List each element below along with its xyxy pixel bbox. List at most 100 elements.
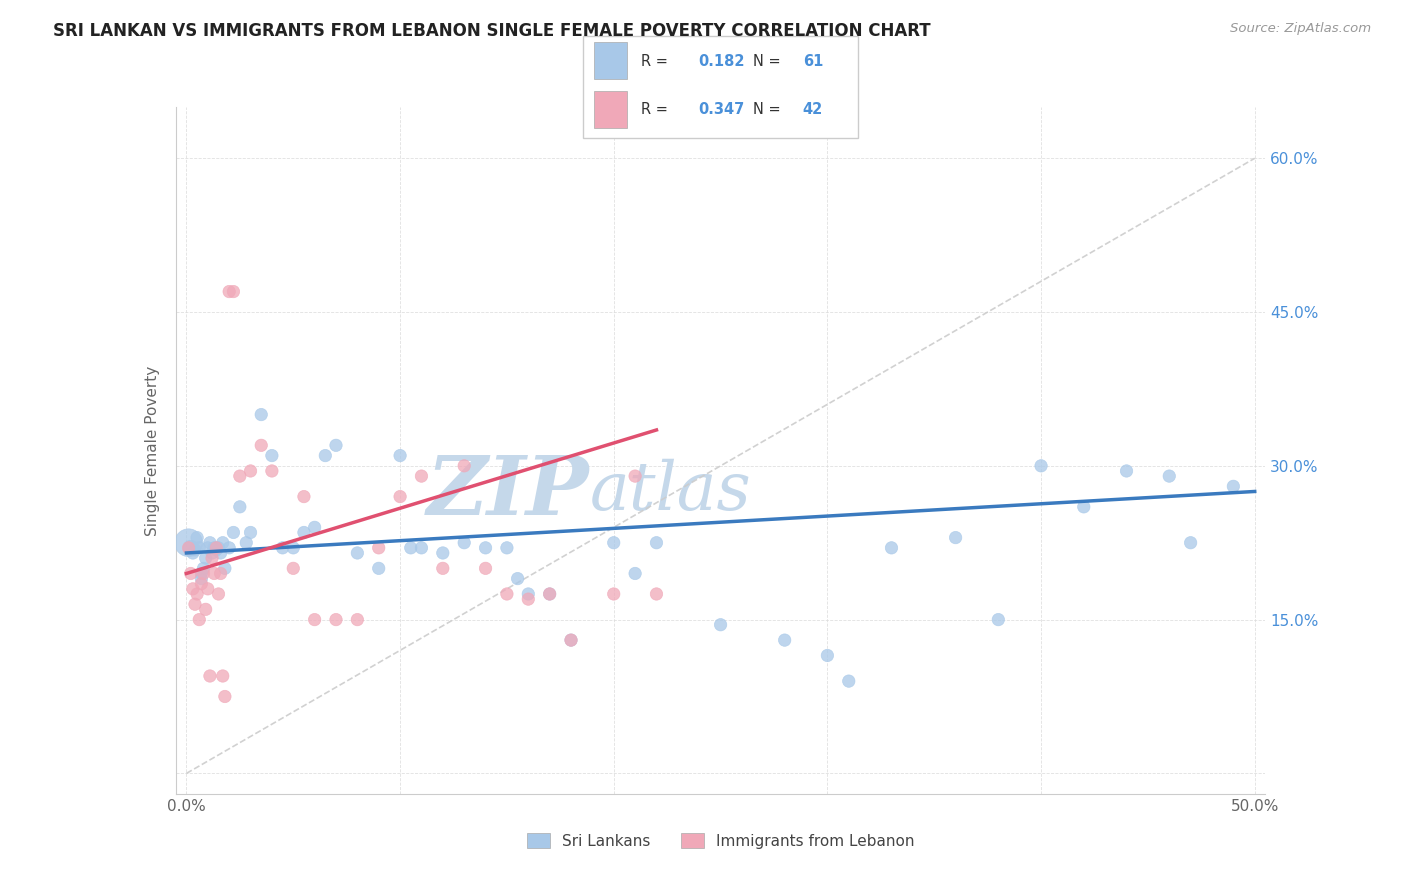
Point xyxy=(184,542,207,557)
Point xyxy=(283,541,305,555)
Point xyxy=(180,566,202,581)
Point xyxy=(346,613,368,627)
FancyBboxPatch shape xyxy=(583,36,858,138)
Text: N =: N = xyxy=(754,54,786,69)
Point xyxy=(214,561,236,575)
Point xyxy=(945,531,967,545)
Point xyxy=(517,592,540,607)
Point xyxy=(1115,464,1137,478)
Point xyxy=(645,587,668,601)
Point xyxy=(190,566,212,581)
Point xyxy=(250,438,273,452)
Point xyxy=(260,449,283,463)
Point xyxy=(271,541,294,555)
Point xyxy=(773,633,796,648)
Point xyxy=(496,587,519,601)
Point xyxy=(222,525,245,540)
Text: SRI LANKAN VS IMMIGRANTS FROM LEBANON SINGLE FEMALE POVERTY CORRELATION CHART: SRI LANKAN VS IMMIGRANTS FROM LEBANON SI… xyxy=(53,22,931,40)
Point xyxy=(453,535,475,549)
Point xyxy=(624,566,647,581)
Point xyxy=(1222,479,1244,493)
Bar xyxy=(595,91,627,128)
Point xyxy=(181,546,204,560)
Point xyxy=(411,469,433,483)
Point xyxy=(474,561,496,575)
Point xyxy=(325,613,347,627)
Point xyxy=(560,633,582,648)
Point xyxy=(235,535,257,549)
Point xyxy=(177,541,200,555)
Point xyxy=(325,438,347,452)
Point xyxy=(314,449,336,463)
Point xyxy=(389,490,412,504)
Point xyxy=(304,520,326,534)
Point xyxy=(987,613,1010,627)
Point xyxy=(367,541,389,555)
Point xyxy=(198,669,221,683)
Point xyxy=(229,500,252,514)
Point xyxy=(186,587,208,601)
Point xyxy=(222,285,245,299)
Point xyxy=(399,541,422,555)
Point xyxy=(184,597,207,611)
Point xyxy=(207,541,229,555)
Point xyxy=(180,541,202,555)
Point xyxy=(538,587,561,601)
Point xyxy=(389,449,412,463)
Point xyxy=(209,546,232,560)
Point xyxy=(202,541,225,555)
Point xyxy=(209,566,232,581)
Point xyxy=(453,458,475,473)
Point xyxy=(292,525,315,540)
Text: 0.347: 0.347 xyxy=(699,102,745,117)
Point xyxy=(411,541,433,555)
Point xyxy=(218,541,240,555)
Point xyxy=(603,587,626,601)
Point xyxy=(177,535,200,549)
Point xyxy=(211,535,233,549)
Point xyxy=(474,541,496,555)
Point xyxy=(1180,535,1202,549)
Text: 0.182: 0.182 xyxy=(699,54,745,69)
Point xyxy=(506,572,529,586)
Point xyxy=(260,464,283,478)
Point xyxy=(815,648,838,663)
Point xyxy=(194,602,217,616)
Point xyxy=(202,566,225,581)
Text: ZIP: ZIP xyxy=(427,451,591,532)
Point xyxy=(1073,500,1095,514)
Point xyxy=(1029,458,1052,473)
Point xyxy=(517,587,540,601)
Point xyxy=(304,613,326,627)
Text: N =: N = xyxy=(754,102,786,117)
Point xyxy=(624,469,647,483)
Text: atlas: atlas xyxy=(591,459,752,524)
Point xyxy=(1159,469,1181,483)
Text: 42: 42 xyxy=(803,102,823,117)
Point xyxy=(211,669,233,683)
Point xyxy=(186,531,208,545)
Point xyxy=(250,408,273,422)
Point xyxy=(432,546,454,560)
Text: R =: R = xyxy=(641,54,672,69)
Point xyxy=(181,582,204,596)
Point xyxy=(838,674,860,689)
Point xyxy=(194,551,217,566)
Point xyxy=(218,285,240,299)
Point xyxy=(432,561,454,575)
Point xyxy=(190,572,212,586)
Point xyxy=(710,617,733,632)
Point xyxy=(197,582,219,596)
Point xyxy=(283,561,305,575)
Point xyxy=(198,535,221,549)
Legend: Sri Lankans, Immigrants from Lebanon: Sri Lankans, Immigrants from Lebanon xyxy=(520,827,921,855)
Text: 61: 61 xyxy=(803,54,823,69)
Y-axis label: Single Female Poverty: Single Female Poverty xyxy=(145,366,160,535)
Point xyxy=(239,464,262,478)
Point xyxy=(560,633,582,648)
Point xyxy=(205,541,228,555)
Point xyxy=(346,546,368,560)
Bar xyxy=(595,42,627,78)
Point xyxy=(188,541,211,555)
Point xyxy=(201,546,224,560)
